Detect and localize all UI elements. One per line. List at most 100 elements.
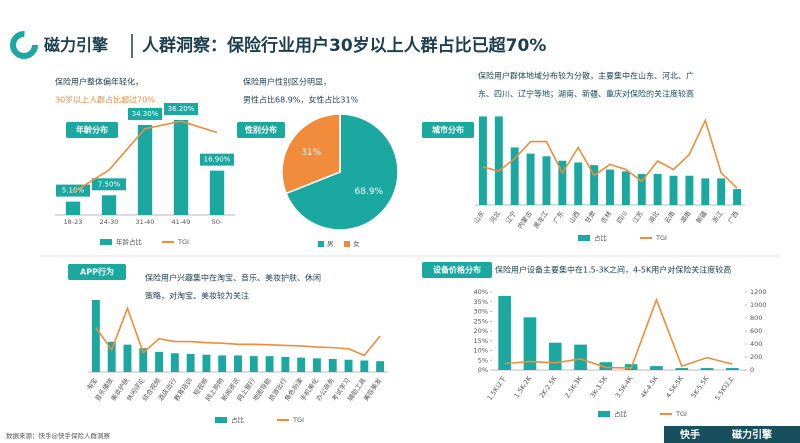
bar <box>590 165 599 205</box>
value-label: 7.50% <box>98 180 121 188</box>
y2-tick-label: 200 <box>750 353 762 361</box>
bar <box>733 189 742 205</box>
bar <box>685 175 694 205</box>
bar <box>265 356 274 372</box>
x-tick-label: 淘宝 <box>84 376 99 392</box>
value-label: 5.10% <box>62 187 85 195</box>
bar <box>478 116 487 205</box>
section-tag-box <box>66 122 118 138</box>
x-tick-label: 18-23 <box>64 218 83 226</box>
legend-label: 占比 <box>231 415 245 424</box>
y2-tick-label: 400 <box>750 340 762 348</box>
bar <box>498 295 511 370</box>
bar <box>170 353 179 372</box>
x-tick-label: 辽宁 <box>503 209 518 225</box>
x-tick-label: 湖北 <box>646 209 661 225</box>
legend-label: 男 <box>327 240 334 248</box>
bar <box>701 178 710 205</box>
legend-marker <box>215 417 227 423</box>
bar <box>574 162 583 205</box>
section-tag-box <box>68 264 126 280</box>
pie-slice <box>285 113 399 231</box>
tgi-line <box>504 297 733 369</box>
tgi-line <box>482 118 738 189</box>
bar <box>574 344 587 370</box>
x-tick-label: 2.5K-3K <box>563 374 584 399</box>
y-tick-label: 25% <box>474 317 488 325</box>
section-tag: 年龄分布 <box>76 125 108 135</box>
description: 保险用户性别区分明显， <box>243 77 331 87</box>
bar <box>202 354 211 372</box>
x-tick-label: 内蒙古 <box>515 209 534 231</box>
legend-marker <box>598 411 610 417</box>
value-label-box <box>200 153 234 166</box>
x-tick-label: 3.5K-4K <box>614 374 635 399</box>
bar <box>65 201 81 215</box>
bar <box>726 368 739 370</box>
brand-badge <box>664 426 800 443</box>
value-label: 34.30% <box>132 110 159 118</box>
value-label-box <box>128 107 162 120</box>
value-label: 16.90% <box>204 156 231 164</box>
section-tag: APP行为 <box>80 267 114 277</box>
y2-tick-label: 800 <box>750 314 762 322</box>
x-tick-label: 1.5K-2K <box>513 374 534 399</box>
bar <box>234 355 242 372</box>
brand: 磁力引擎 <box>732 428 772 441</box>
x-tick-label: 50- <box>212 218 223 226</box>
y-tick-label: 15% <box>474 337 488 345</box>
pie-label: 68.9% <box>355 187 384 197</box>
bar <box>606 169 614 205</box>
y-tick-label: 30% <box>474 308 488 316</box>
legend-label: 占比 <box>594 233 608 242</box>
legend-marker <box>100 239 112 245</box>
x-tick-label: 吉林 <box>598 209 613 225</box>
bar <box>186 354 195 372</box>
description: 策略，对淘宝、美妆较为关注 <box>145 291 249 301</box>
y-tick-label: 10% <box>474 347 488 355</box>
bar <box>558 160 567 205</box>
bar <box>650 366 663 370</box>
x-tick-label: 2K-2.5K <box>538 374 559 399</box>
value-label-box <box>92 178 126 191</box>
pie-slice <box>281 113 341 195</box>
bar <box>107 341 116 372</box>
value-label-box <box>164 102 198 115</box>
x-tick-label: 5.5K以上 <box>712 374 735 402</box>
x-tick-label: 山东 <box>471 209 486 225</box>
bar <box>139 348 148 372</box>
bar <box>376 361 385 372</box>
x-tick-label: 黑龙江 <box>531 209 550 231</box>
x-tick-label: 江苏 <box>630 209 645 225</box>
bar <box>249 356 258 372</box>
description: 保险用户群体地域分布较为分散，主要集中在山东、河北、广 <box>478 71 694 81</box>
bar <box>526 153 535 205</box>
bar <box>621 171 630 205</box>
brand: 快手 <box>679 428 700 441</box>
y-tick-label: 20% <box>474 327 488 335</box>
section-tag-box <box>422 262 492 278</box>
logo-icon <box>10 31 38 59</box>
legend-marker <box>318 241 324 247</box>
bar <box>717 178 726 205</box>
bar <box>653 174 662 205</box>
bar <box>155 351 163 372</box>
bar <box>218 355 227 372</box>
bar <box>344 359 353 372</box>
legend-label: 占比 <box>614 409 628 418</box>
description: 保险用户兴趣集中在淘宝、音乐、美妆护肤、休闲 <box>145 273 321 283</box>
x-tick-label: 云南 <box>662 209 677 225</box>
bar <box>209 170 225 215</box>
legend-label: 年龄占比 <box>116 237 143 246</box>
x-tick-label: 广东 <box>551 209 566 225</box>
description: 东、四川、辽宁等地；湖南、新疆、重庆对保险的关注度较高 <box>478 89 694 99</box>
bar <box>137 124 153 215</box>
section-tag: 性别分布 <box>245 125 277 135</box>
x-tick-label: 广西 <box>726 209 741 225</box>
y-tick-label: 0% <box>478 366 488 374</box>
legend-marker <box>578 235 590 241</box>
x-tick-label: 1.5K以下 <box>486 374 509 402</box>
legend-marker <box>344 241 350 247</box>
section-tag: 城市分布 <box>432 125 464 135</box>
bar <box>494 116 503 205</box>
